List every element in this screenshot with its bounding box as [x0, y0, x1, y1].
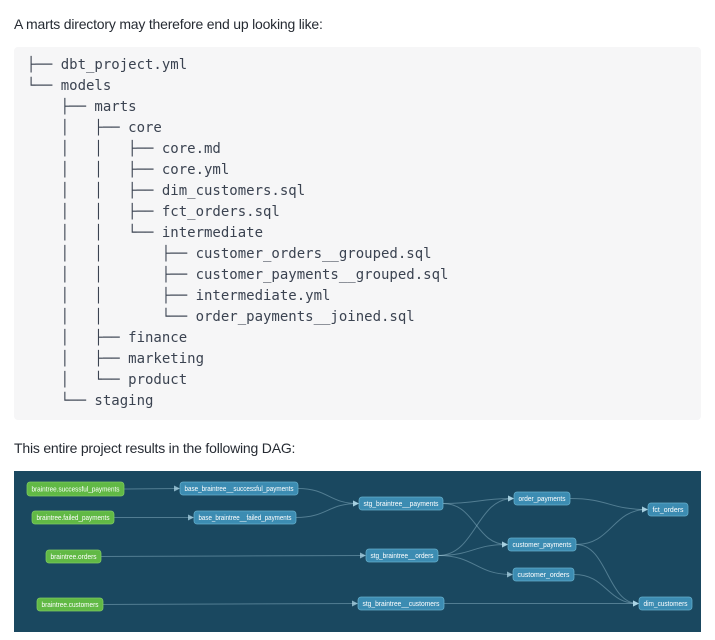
dag-node-box	[507, 537, 577, 552]
dag-node-box	[45, 549, 102, 564]
dag-node-dim_customers: dim_customers	[638, 596, 693, 611]
dag-node-box	[31, 510, 115, 525]
dag-node-braintree.customers: braintree.customers	[36, 597, 104, 612]
dag-edge-customer_orders--dim_customers	[573, 573, 639, 607]
dag-node-box	[179, 481, 299, 496]
dag-edge-customer_payments--dim_customers	[575, 543, 639, 607]
dag-edge-braintree.successful_payments--base_braintree__successful_payments	[123, 485, 180, 492]
dag-node-label: braintree.customers	[42, 602, 99, 609]
dag-node-box	[365, 548, 439, 563]
dag-edge-braintree.orders--stg_braintree__orders	[100, 552, 366, 559]
dag-node-customer_orders: customer_orders	[512, 567, 575, 582]
dag-node-box	[513, 491, 571, 506]
dag-edge-base_braintree__successful_payments--stg_braintree__payments	[297, 487, 359, 507]
dag-node-box	[647, 502, 689, 517]
dag-edge-stg_braintree__orders--order_payments	[437, 495, 514, 556]
dag-edge-stg_braintree__payments--order_payments	[442, 495, 514, 504]
directory-tree-code-block: ├── dbt_project.yml └── models ├── marts…	[14, 46, 701, 420]
dag-edge-braintree.customers--stg_braintree__customers	[102, 600, 358, 607]
dag-node-label: order_payments	[519, 496, 566, 503]
dag-node-braintree.orders: braintree.orders	[45, 549, 102, 564]
dag-edge-stg_braintree__orders--customer_payments	[437, 541, 508, 556]
dag-node-box	[36, 597, 104, 612]
dag-node-box	[638, 596, 693, 611]
dag-node-base_braintree__failed_payments: base_braintree__failed_payments	[193, 510, 297, 525]
dag-node-stg_braintree__payments: stg_braintree__payments	[358, 496, 444, 511]
dag-edge-stg_braintree__payments--customer_payments	[442, 502, 508, 548]
dag-node-base_braintree__successful_payments: base_braintree__successful_payments	[179, 481, 299, 496]
dag-node-label: stg_braintree__orders	[371, 553, 434, 560]
dag-node-label: customer_orders	[518, 572, 570, 579]
dag-node-box	[358, 496, 444, 511]
dag-node-braintree.failed_payments: braintree.failed_payments	[31, 510, 115, 525]
dag-intro-paragraph: This entire project results in the follo…	[14, 439, 296, 456]
dag-node-box	[26, 481, 125, 497]
dag-node-label: base_braintree__successful_payments	[185, 486, 294, 493]
intro-paragraph: A marts directory may therefore end up l…	[14, 16, 323, 32]
dag-edge-customer_payments--fct_orders	[575, 506, 648, 545]
dag-node-box	[512, 567, 575, 582]
dag-node-label: stg_braintree__payments	[364, 501, 439, 508]
dag-edge-order_payments--fct_orders	[569, 497, 648, 513]
dag-node-label: braintree.successful_payments	[32, 486, 120, 493]
dag-node-box	[193, 510, 297, 525]
dag-node-order_payments: order_payments	[513, 491, 571, 506]
dag-node-label: base_braintree__failed_payments	[199, 515, 292, 522]
dag-figure: braintree.successful_payments braintree.f…	[14, 470, 701, 632]
dag-canvas: braintree.successful_payments braintree.f…	[14, 470, 701, 632]
dag-node-customer_payments: customer_payments	[507, 537, 577, 552]
dag-node-fct_orders: fct_orders	[647, 502, 689, 517]
dag-node-label: dim_customers	[644, 601, 688, 608]
dag-node-label: fct_orders	[653, 507, 684, 514]
dag-edge-base_braintree__failed_payments--stg_braintree__payments	[295, 500, 359, 518]
dag-node-braintree.successful_payments: braintree.successful_payments	[26, 481, 125, 497]
dag-node-box	[357, 596, 445, 611]
dag-node-stg_braintree__orders: stg_braintree__orders	[365, 548, 439, 563]
dag-node-label: stg_braintree__customers	[363, 601, 440, 608]
dag-node-stg_braintree__customers: stg_braintree__customers	[357, 596, 445, 611]
dag-node-label: braintree.orders	[51, 554, 97, 561]
dag-edge-stg_braintree__orders--customer_orders	[437, 554, 513, 578]
dag-node-label: customer_payments	[513, 542, 572, 549]
dag-node-label: braintree.failed_payments	[37, 515, 110, 522]
